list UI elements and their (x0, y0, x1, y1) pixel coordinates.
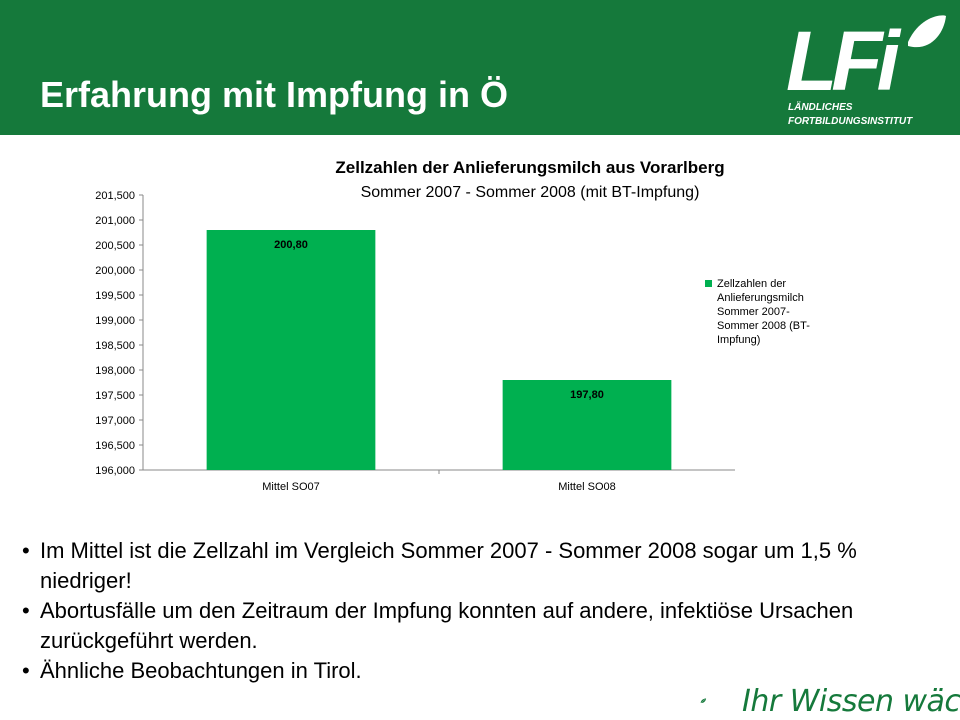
leaf-icon (908, 15, 946, 48)
bar-chart: 196,000 196,500 197,000 197,500 198,000 198,5… (95, 190, 810, 493)
bullet-text: Abortusfälle um den Zeitraum der Impfung… (40, 598, 854, 653)
y-tick-label: 196,500 (95, 440, 135, 452)
y-tick-label: 196,000 (95, 465, 135, 477)
slide-title: Erfahrung mit Impfung in Ö (40, 74, 508, 115)
bullet-text: Ähnliche Beobachtungen in Tirol. (40, 658, 362, 683)
logo-line1: LÄNDLICHES (788, 100, 853, 113)
logo-line2: FORTBILDUNGSINSTITUT (788, 116, 913, 127)
y-tick-label: 197,000 (95, 415, 135, 427)
y-tick-label: 200,000 (95, 265, 135, 277)
bar (502, 380, 672, 470)
y-tick-label: 198,000 (95, 365, 135, 377)
y-tick-label: 201,000 (95, 215, 135, 227)
y-tick-label: 198,500 (95, 340, 135, 352)
bullet-text: Im Mittel ist die Zellzahl im Vergleich … (40, 538, 857, 593)
y-tick-label: 199,000 (95, 315, 135, 327)
data-label: 197,80 (570, 389, 604, 401)
x-tick-label: Mittel SO07 (262, 481, 319, 493)
logo-mark: LFi (786, 14, 902, 108)
y-tick-label: 199,500 (95, 290, 135, 302)
bar (206, 230, 376, 470)
data-label: 200,80 (274, 239, 308, 251)
legend-label: Zellzahlen der Anlieferungsmilch Sommer 20… (717, 278, 810, 346)
header-bar: Erfahrung mit Impfung in Ö (0, 0, 960, 135)
bullet-item: • Abortusfälle um den Zeitraum der Impfun… (22, 598, 854, 653)
y-tick-label: 201,500 (95, 190, 135, 202)
x-tick-label: Mittel SO08 (558, 481, 615, 493)
lfi-logo: LFi LÄNDLICHES FORTBILDUNGSINSTITUT (786, 14, 946, 127)
footer-leaf-icon (700, 698, 707, 704)
y-tick-label: 200,500 (95, 240, 135, 252)
chart-subtitle: Sommer 2007 - Sommer 2008 (mit BT-Impfun… (360, 184, 700, 201)
bullet-item: • Ähnliche Beobachtungen in Tirol. (22, 658, 362, 683)
y-tick-label: 197,500 (95, 390, 135, 402)
footer-slogan: Ihr Wissen wächst (742, 684, 960, 719)
chart-title: Zellzahlen der Anlieferungsmilch aus Vor… (335, 158, 725, 177)
bullet-item: • Im Mittel ist die Zellzahl im Vergleich… (22, 538, 857, 593)
legend-swatch (705, 280, 712, 287)
bullet-list: • Im Mittel ist die Zellzahl im Vergleich… (22, 536, 942, 686)
